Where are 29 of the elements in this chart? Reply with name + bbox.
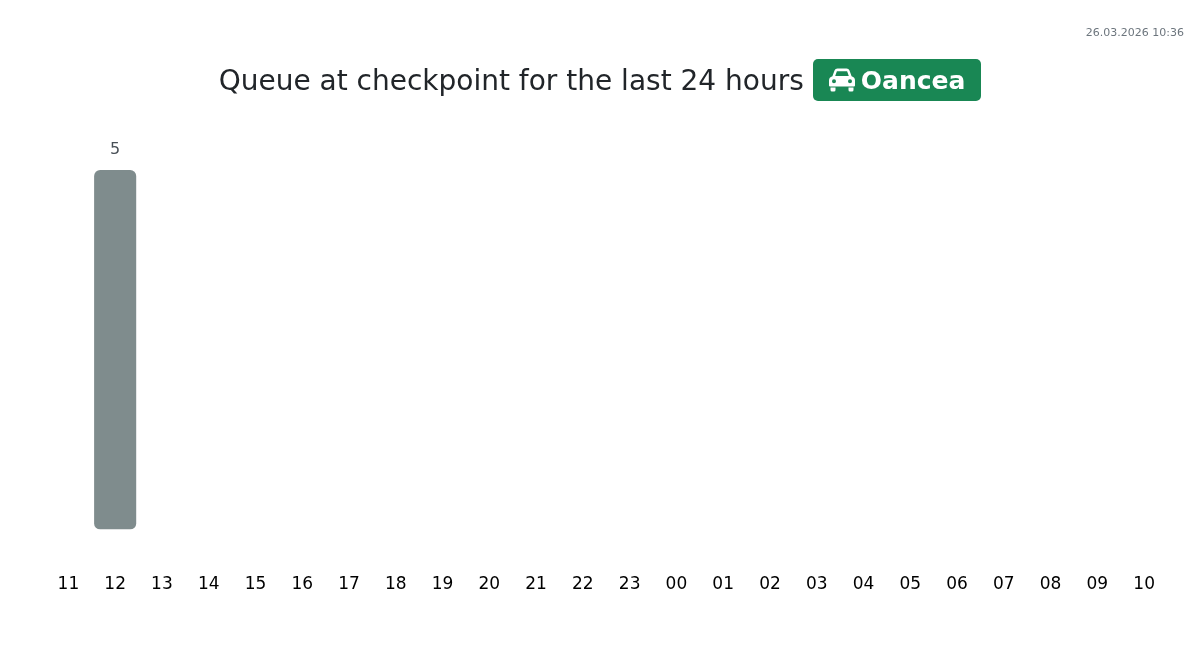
data-label: 5	[110, 139, 121, 159]
x-tick-label: 23	[618, 573, 641, 594]
x-tick-label: 19	[431, 573, 454, 594]
x-tick-label: 04	[852, 573, 875, 594]
x-tick-label: 14	[197, 573, 220, 594]
x-tick-label: 22	[572, 573, 594, 594]
chart-title: Queue at checkpoint for the last 24 hours	[218, 63, 804, 97]
x-tick-label: 16	[291, 573, 314, 594]
x-tick-label: 13	[151, 573, 173, 594]
x-tick-label: 15	[244, 573, 267, 594]
x-tick-label: 10	[1133, 573, 1155, 594]
x-tick-label: 00	[665, 573, 688, 594]
x-tick-label: 02	[759, 573, 781, 594]
x-tick-label: 08	[1039, 573, 1062, 594]
x-tick-label: 20	[478, 573, 501, 594]
x-tick-label: 12	[104, 573, 126, 594]
x-tick-label: 05	[899, 573, 922, 594]
x-tick-label: 18	[384, 573, 407, 594]
chart-subtitle: Oancea	[860, 65, 966, 95]
badge: Oancea	[812, 59, 982, 101]
x-tick-label: 06	[946, 573, 968, 594]
x-tick-label: 17	[338, 573, 360, 594]
x-tick-label: 21	[525, 573, 547, 594]
x-tick-label: 09	[1086, 573, 1109, 594]
text: 26.03.2026 10:36	[1085, 26, 1184, 40]
x-tick-label: 03	[805, 573, 828, 594]
x-tick-label: 11	[57, 573, 80, 594]
x-tick-label: 07	[992, 573, 1015, 594]
x-tick-label: 01	[712, 573, 734, 594]
